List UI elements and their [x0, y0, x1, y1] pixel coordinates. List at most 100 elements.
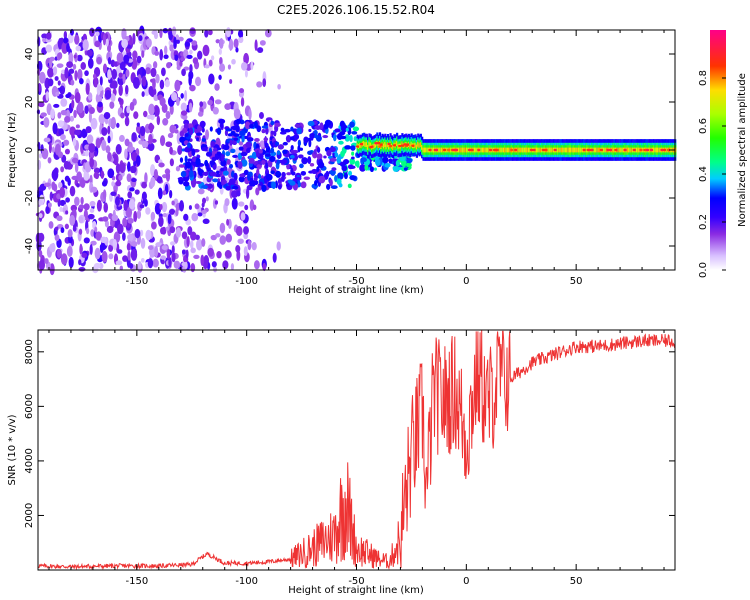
spectrogram-cell [276, 241, 281, 251]
spectrogram-cell [145, 229, 152, 241]
snr-x-tick-label: -150 [125, 576, 148, 587]
spectrogram-cell [310, 135, 314, 141]
spectrogram-cell [244, 204, 249, 211]
spectrogram-cell [197, 212, 203, 217]
spectrogram-cell [243, 226, 249, 235]
spectrogram-cell [314, 134, 319, 139]
spectrogram-cell [539, 147, 542, 153]
spectrogram-cell [50, 108, 55, 119]
spectrogram-cell [245, 141, 252, 148]
spectrogram-cell [417, 141, 420, 147]
spectrogram-cell [68, 68, 75, 74]
spectrogram-cell [64, 67, 69, 79]
spectrogram-cell [157, 187, 163, 200]
spectrogram-cell [187, 123, 194, 129]
spectrogram-cell [271, 181, 277, 190]
spectrogram-cell [240, 61, 248, 71]
spectrogram-cell [145, 38, 152, 48]
spectrogram-cell [139, 229, 144, 237]
spectrogram-cell [154, 245, 159, 258]
spectrogram-cell [237, 238, 244, 244]
spectrogram-cell [225, 27, 231, 38]
spectrogram-cell [401, 161, 407, 167]
spectrogram-cell [423, 147, 426, 153]
spectrogram-cell [49, 263, 55, 276]
spectrogram-cell [210, 140, 216, 147]
spectrogram-cell [308, 139, 312, 148]
spectrogram-x-label: Height of straight line (km) [288, 285, 424, 296]
spectrogram-cell [410, 141, 413, 147]
spectrogram-cell [64, 175, 70, 182]
spectrogram-cell [66, 61, 74, 68]
spectrogram-cell [139, 204, 145, 209]
spectrogram-cell [197, 50, 203, 60]
spectrogram-cell [359, 164, 366, 172]
spectrogram-cell [147, 245, 154, 251]
spectrogram-cell [249, 123, 254, 129]
spectrogram-cell [162, 27, 169, 34]
spectrogram-cell [66, 42, 70, 52]
spectrogram-cell [131, 178, 137, 183]
spectrogram-cell [207, 99, 213, 106]
spectrogram-cell [537, 147, 540, 153]
spectrogram-cell [65, 210, 69, 215]
spectrogram-cell [275, 141, 280, 146]
spectrogram-cell [187, 142, 192, 149]
spectrogram-cell [125, 69, 130, 78]
spectrogram-cell [81, 252, 88, 258]
spectrogram-cell [373, 143, 376, 149]
spectrogram-cell [207, 183, 214, 189]
spectrogram-cell [381, 157, 389, 164]
spectrogram-cell [169, 189, 173, 199]
spectrogram-cell [207, 29, 213, 36]
spectrogram-cell [107, 69, 112, 80]
spectrogram-cell [215, 39, 220, 44]
spectrogram-cell [141, 50, 145, 58]
spectrogram-cell [488, 148, 493, 152]
spectrogram-cell [179, 61, 183, 67]
spectrogram-cell [238, 176, 245, 183]
spectrogram-cell [96, 56, 102, 65]
spectrogram-cell [627, 147, 631, 153]
spectrogram-cell [48, 221, 54, 229]
spectrogram-cell [195, 180, 202, 184]
spectrogram-cell [239, 173, 245, 178]
spectrogram-cell [225, 233, 233, 243]
spectrogram-cell [214, 83, 220, 91]
spectrogram-cell [75, 124, 80, 129]
spectrogram-y-label: Frequency (Hz) [7, 112, 18, 188]
spectrogram-cell [329, 178, 333, 187]
spectrogram-cell [180, 170, 187, 178]
spectrogram-cell [475, 147, 478, 153]
spectrogram-cell [291, 171, 296, 176]
spectrogram-cell [342, 159, 350, 165]
spectrogram-cell [161, 245, 168, 251]
spectrogram-cell [141, 140, 149, 148]
spectrogram-cell [527, 147, 531, 153]
spectrogram-cell [602, 147, 606, 153]
spectrogram-cell [392, 144, 397, 147]
spectrogram-cell [510, 148, 515, 152]
spectrogram-cell [630, 147, 633, 153]
spectrogram-cell [221, 179, 227, 185]
spectrogram-cell [87, 92, 93, 101]
spectrogram-cell [232, 154, 238, 159]
spectrogram-cell [74, 162, 79, 173]
spectrogram-cell [166, 249, 171, 259]
spectrogram-cell [126, 105, 131, 114]
spectrogram-cell [301, 157, 308, 165]
spectrogram-cell [177, 177, 185, 181]
spectrogram-cell [563, 147, 566, 153]
spectrogram-cell [111, 214, 119, 222]
spectrogram-cell [148, 133, 153, 145]
spectrogram-cell [226, 218, 230, 226]
spectrogram-cell [253, 176, 258, 182]
spectrogram-cell [307, 156, 312, 165]
spectrogram-cell [459, 147, 462, 153]
spectrogram-cell [114, 196, 120, 207]
spectrogram-cell [562, 147, 565, 153]
spectrogram-cell [248, 179, 254, 187]
snr-x-label: Height of straight line (km) [288, 585, 424, 596]
spectrogram-cell [156, 115, 161, 126]
spectrogram-cell [560, 147, 563, 153]
